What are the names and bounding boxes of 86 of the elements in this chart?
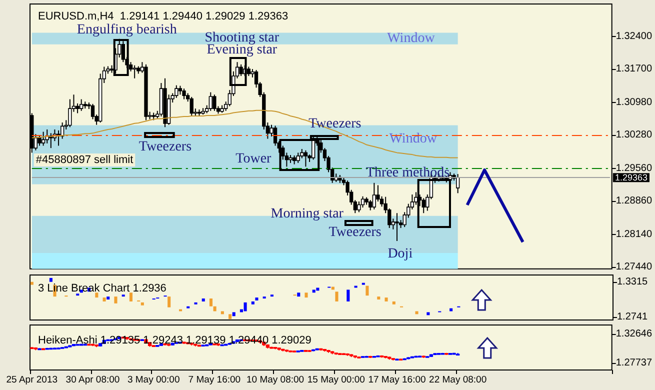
band-label: Window <box>389 131 438 146</box>
y-tick-label: 1.32646 <box>616 328 652 340</box>
candlestick <box>300 148 304 159</box>
annotation: Three methods <box>366 166 450 180</box>
text: EURUSD.m,H4 1.29141 1.29440 1.29029 1.29363 <box>38 10 288 22</box>
candlestick <box>174 84 178 98</box>
bar <box>213 306 216 312</box>
bar <box>251 301 254 304</box>
x-tick-label: 15 May 00:00 <box>307 374 365 386</box>
ref-line-label: #45880897 sell limit <box>36 154 134 166</box>
annotation: Tower <box>236 152 272 166</box>
candlestick <box>239 64 243 77</box>
bar <box>220 311 224 314</box>
bar <box>366 286 369 296</box>
y-tick-label: 1.27737 <box>616 358 652 369</box>
bar <box>140 302 144 306</box>
annotation: Morning star <box>270 206 344 222</box>
annotation: Tweezers <box>138 140 192 155</box>
bar <box>232 312 236 316</box>
y-tick-label: 1.32400 <box>616 31 652 42</box>
candlestick <box>357 200 361 213</box>
ref-line-label: 1.29363 <box>614 172 648 183</box>
candlestick <box>456 174 460 194</box>
bar <box>95 292 98 298</box>
annotation: Engulfing bearish <box>76 22 177 38</box>
bar <box>415 311 418 314</box>
candlestick <box>80 98 84 112</box>
bar <box>426 312 430 316</box>
bar <box>346 290 350 302</box>
band-label: Window <box>387 31 436 46</box>
y-tick-label: 1.30280 <box>616 130 652 141</box>
bar <box>316 288 320 291</box>
bar <box>244 302 247 312</box>
bar <box>114 296 118 304</box>
bar <box>30 282 34 285</box>
bar <box>202 298 205 302</box>
bar <box>209 298 213 306</box>
x-tick-label: 3 May 00:00 <box>127 374 180 386</box>
x-tick-label: 7 May 16:00 <box>188 374 241 386</box>
bar <box>49 278 52 282</box>
y-tick-label: 1.3315 <box>617 276 648 288</box>
candlestick <box>68 98 72 128</box>
annotation: Tweezers <box>328 225 382 240</box>
bar <box>102 298 106 302</box>
x-tick-label: 30 Apr 08:00 <box>66 374 120 386</box>
bar <box>255 298 258 300</box>
y-tick-label: 1.29560 <box>616 162 652 174</box>
y-tick-label: 1.2741 <box>617 312 648 322</box>
x-tick-label: 17 May 16:00 <box>368 374 426 386</box>
candlestick <box>304 150 308 168</box>
bar <box>228 314 232 320</box>
candlestick <box>360 196 365 208</box>
y-tick-label: 1.28140 <box>616 228 652 240</box>
bar <box>297 292 300 297</box>
x-tick-label: 22 May 08:00 <box>429 374 487 386</box>
candlestick <box>132 64 136 79</box>
candlestick <box>212 94 216 112</box>
candlestick <box>41 131 46 146</box>
y-tick-label: 1.27440 <box>616 262 652 272</box>
y-tick-label: 1.28860 <box>616 196 652 207</box>
candlestick <box>182 88 186 100</box>
candlestick <box>76 102 80 114</box>
bar <box>106 296 110 300</box>
y-tick-label: 1.30980 <box>616 97 652 108</box>
bar <box>384 298 388 302</box>
candlestick <box>422 198 426 214</box>
bar <box>129 292 132 302</box>
candlestick <box>190 96 194 117</box>
annotation: Shooting star <box>204 30 280 46</box>
bar <box>392 301 396 304</box>
candlestick <box>296 152 300 164</box>
candlestick <box>372 182 376 210</box>
annotation: Doji <box>388 246 413 262</box>
bar <box>168 296 171 308</box>
bar <box>312 290 316 293</box>
bar <box>304 292 308 298</box>
bar <box>377 296 380 300</box>
candlestick <box>38 134 42 146</box>
bar <box>335 292 338 302</box>
x-tick-label: 25 Apr 2013 <box>6 374 58 386</box>
candlestick <box>395 212 399 242</box>
y-tick-label: 1.31700 <box>616 64 652 75</box>
candlestick <box>414 192 418 206</box>
candlestick <box>246 66 250 77</box>
x-tick-label: 10 May 08:00 <box>246 374 304 386</box>
candlestick <box>208 92 212 112</box>
